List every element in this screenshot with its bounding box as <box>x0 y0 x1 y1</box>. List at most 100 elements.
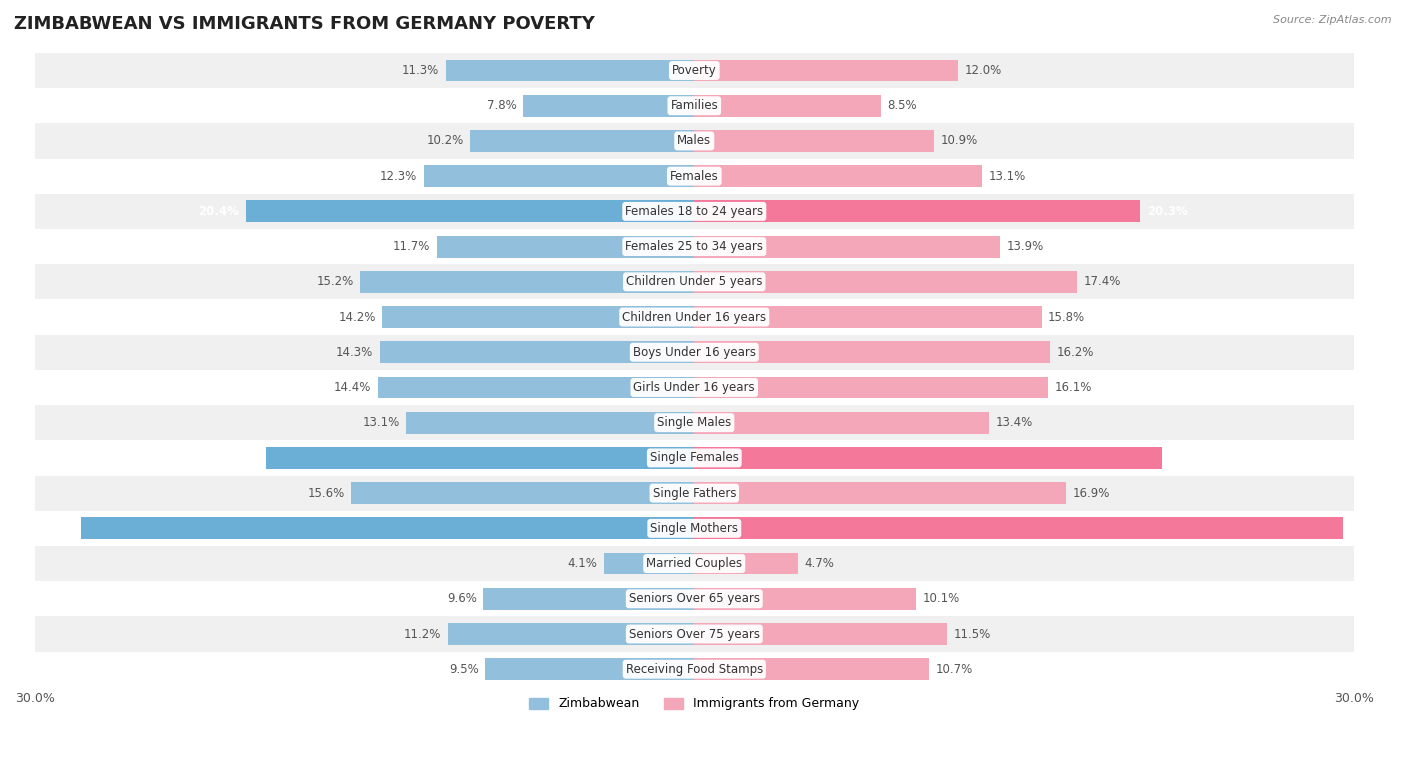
Bar <box>695 553 797 575</box>
Text: 16.1%: 16.1% <box>1054 381 1092 394</box>
Bar <box>437 236 695 258</box>
Bar <box>695 447 1163 469</box>
Bar <box>35 475 1354 511</box>
Bar <box>378 377 695 399</box>
Bar <box>246 200 695 222</box>
Text: Receiving Food Stamps: Receiving Food Stamps <box>626 662 763 675</box>
Text: Females 18 to 24 years: Females 18 to 24 years <box>626 205 763 218</box>
Text: Boys Under 16 years: Boys Under 16 years <box>633 346 756 359</box>
Text: Single Females: Single Females <box>650 452 738 465</box>
Bar <box>35 652 1354 687</box>
Text: 10.7%: 10.7% <box>936 662 973 675</box>
Text: 27.9%: 27.9% <box>34 522 75 535</box>
Bar <box>470 130 695 152</box>
Text: Single Mothers: Single Mothers <box>651 522 738 535</box>
Text: 9.5%: 9.5% <box>449 662 479 675</box>
Bar <box>360 271 695 293</box>
Text: 17.4%: 17.4% <box>1083 275 1121 288</box>
Legend: Zimbabwean, Immigrants from Germany: Zimbabwean, Immigrants from Germany <box>524 693 865 716</box>
Text: 12.0%: 12.0% <box>965 64 1002 77</box>
Bar <box>266 447 695 469</box>
Bar <box>485 658 695 680</box>
Text: 10.2%: 10.2% <box>426 134 464 148</box>
Text: 11.7%: 11.7% <box>394 240 430 253</box>
Bar <box>695 341 1050 363</box>
Bar <box>82 518 695 539</box>
Bar <box>446 60 695 81</box>
Bar <box>695 518 1343 539</box>
Bar <box>35 88 1354 124</box>
Text: 4.1%: 4.1% <box>568 557 598 570</box>
Bar <box>352 482 695 504</box>
Text: 15.6%: 15.6% <box>308 487 344 500</box>
Text: 4.7%: 4.7% <box>804 557 834 570</box>
Text: 10.1%: 10.1% <box>922 592 960 606</box>
Text: Source: ZipAtlas.com: Source: ZipAtlas.com <box>1274 15 1392 25</box>
Text: Males: Males <box>678 134 711 148</box>
Bar <box>695 412 988 434</box>
Text: 13.4%: 13.4% <box>995 416 1032 429</box>
Bar <box>695 588 917 609</box>
Bar <box>35 616 1354 652</box>
Bar <box>695 271 1077 293</box>
Bar <box>523 95 695 117</box>
Bar <box>35 53 1354 88</box>
Bar <box>695 306 1042 328</box>
Text: Married Couples: Married Couples <box>647 557 742 570</box>
Bar <box>695 236 1000 258</box>
Text: 11.3%: 11.3% <box>402 64 439 77</box>
Text: Seniors Over 65 years: Seniors Over 65 years <box>628 592 759 606</box>
Bar <box>35 265 1354 299</box>
Text: 13.1%: 13.1% <box>988 170 1026 183</box>
Bar <box>695 200 1140 222</box>
Text: Single Males: Single Males <box>657 416 731 429</box>
Bar <box>695 60 957 81</box>
Bar <box>449 623 695 645</box>
Text: Seniors Over 75 years: Seniors Over 75 years <box>628 628 759 641</box>
Bar <box>695 377 1047 399</box>
Text: 29.5%: 29.5% <box>1350 522 1391 535</box>
Bar <box>406 412 695 434</box>
Text: Children Under 16 years: Children Under 16 years <box>623 311 766 324</box>
Bar <box>35 440 1354 475</box>
Bar <box>695 623 948 645</box>
Bar <box>695 658 929 680</box>
Text: 9.6%: 9.6% <box>447 592 477 606</box>
Text: 20.4%: 20.4% <box>198 205 239 218</box>
Text: Poverty: Poverty <box>672 64 717 77</box>
Bar <box>35 334 1354 370</box>
Text: 12.3%: 12.3% <box>380 170 418 183</box>
Text: 15.2%: 15.2% <box>316 275 354 288</box>
Bar <box>695 130 934 152</box>
Bar <box>35 546 1354 581</box>
Bar <box>35 158 1354 194</box>
Bar <box>380 341 695 363</box>
Text: Females: Females <box>669 170 718 183</box>
Text: 14.4%: 14.4% <box>333 381 371 394</box>
Bar <box>35 124 1354 158</box>
Bar <box>695 482 1066 504</box>
Text: Single Fathers: Single Fathers <box>652 487 735 500</box>
Bar <box>695 95 882 117</box>
Bar <box>35 229 1354 265</box>
Text: 19.5%: 19.5% <box>218 452 259 465</box>
Bar <box>695 165 983 187</box>
Bar <box>425 165 695 187</box>
Bar <box>35 370 1354 405</box>
Text: Girls Under 16 years: Girls Under 16 years <box>634 381 755 394</box>
Text: 8.5%: 8.5% <box>887 99 917 112</box>
Text: 16.2%: 16.2% <box>1057 346 1094 359</box>
Text: 13.1%: 13.1% <box>363 416 399 429</box>
Text: 16.9%: 16.9% <box>1073 487 1109 500</box>
Bar <box>35 194 1354 229</box>
Text: ZIMBABWEAN VS IMMIGRANTS FROM GERMANY POVERTY: ZIMBABWEAN VS IMMIGRANTS FROM GERMANY PO… <box>14 15 595 33</box>
Text: 11.5%: 11.5% <box>953 628 991 641</box>
Text: 10.9%: 10.9% <box>941 134 977 148</box>
Bar <box>484 588 695 609</box>
Bar <box>382 306 695 328</box>
Text: 13.9%: 13.9% <box>1007 240 1043 253</box>
Text: 14.2%: 14.2% <box>339 311 375 324</box>
Text: Children Under 5 years: Children Under 5 years <box>626 275 762 288</box>
Text: 20.3%: 20.3% <box>1147 205 1188 218</box>
Bar <box>35 581 1354 616</box>
